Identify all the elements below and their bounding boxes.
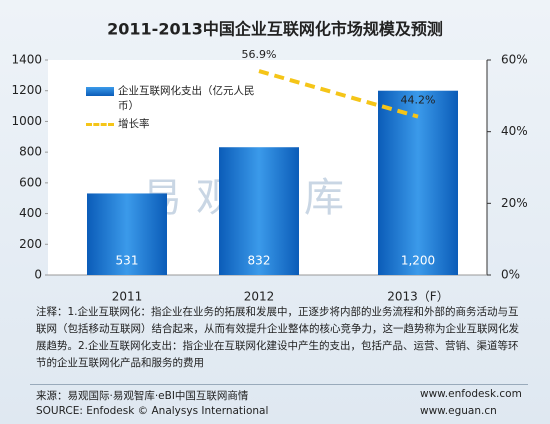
website: www.eguan.cn [420, 405, 497, 417]
note: 注释：1.企业互联网化：指企业在业务的拓展和发展中，正逐步将内部的业务流程和外部… [36, 306, 519, 369]
y-tick-label: 1200 [11, 83, 42, 97]
legend-label: 增长率 [118, 118, 150, 130]
data-label: 531 [116, 254, 139, 268]
legend-label: 企业互联网化支出（亿元人民币） [118, 85, 255, 112]
source: SOURCE: Enfodesk © Analysys Internationa… [36, 405, 269, 417]
data-label: 1,200 [401, 254, 435, 268]
y2-tick-label: 40% [501, 124, 528, 138]
y-tick-label: 1000 [11, 114, 42, 128]
data-label: 832 [248, 254, 271, 268]
y-tick-label: 800 [19, 145, 42, 159]
legend: 企业互联网化支出（亿元人民币） 增长率 [86, 84, 263, 132]
separator [30, 384, 528, 385]
legend-swatch [86, 87, 114, 96]
website: www.enfodesk.com [420, 388, 522, 400]
chart-title: 2011-2013中国企业互联网化市场规模及预测 [107, 20, 443, 39]
data-label: 44.2% [401, 94, 436, 107]
x-tick-label: 2012 [244, 290, 275, 304]
x-tick-label: 2013（F） [387, 290, 448, 304]
bar [378, 90, 458, 275]
y-tick-label: 400 [19, 206, 42, 220]
y-tick-label: 0 [34, 268, 42, 282]
x-tick-label: 2011 [112, 290, 143, 304]
y2-tick-label: 60% [501, 53, 528, 67]
y2-tick-label: 0% [501, 268, 520, 282]
bar [219, 147, 299, 275]
legend-entry: 增长率 [86, 117, 263, 132]
y2-tick-label: 20% [501, 196, 528, 210]
y-tick-label: 1400 [11, 53, 42, 67]
line [258, 69, 419, 119]
bar [87, 193, 167, 275]
y-tick-label: 200 [19, 237, 42, 251]
legend-swatch [86, 123, 114, 126]
data-label: 56.9% [242, 48, 277, 61]
legend-entry: 企业互联网化支出（亿元人民币） [86, 84, 263, 114]
y-tick-label: 600 [19, 175, 42, 189]
source: 来源：易观国际·易观智库·eBI中国互联网商情 [36, 390, 249, 402]
